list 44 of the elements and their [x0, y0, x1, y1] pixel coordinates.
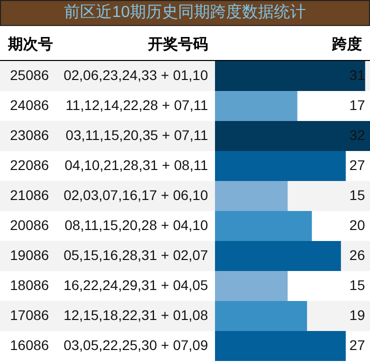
y-tick-label: 21086 — [10, 187, 50, 203]
data-label: 15 — [349, 277, 366, 293]
y-axis-title: 期次号 — [8, 35, 53, 54]
text: 16,22,24,29,31 + 04,05 — [64, 277, 208, 293]
data-label: 27 — [349, 337, 366, 353]
text: 03,05,22,25,30 + 07,09 — [64, 337, 208, 353]
y-tick-label: 17086 — [10, 307, 50, 323]
data-label: 26 — [349, 247, 366, 263]
text: 开奖号码 — [148, 35, 208, 54]
y-tick-label: 19086 — [10, 247, 50, 263]
data-label: 27 — [349, 157, 366, 173]
y-tick-label: 18086 — [10, 277, 50, 293]
text: 04,10,21,28,31 + 08,11 — [64, 157, 208, 173]
data-label: 31 — [349, 67, 366, 83]
bar — [215, 61, 366, 91]
bar — [215, 91, 298, 121]
data-label: 15 — [349, 187, 366, 203]
data-label: 19 — [349, 307, 366, 323]
text: 12,15,18,22,31 + 01,08 — [64, 307, 208, 323]
y-tick-label: 25086 — [10, 67, 50, 83]
data-label: 20 — [349, 217, 366, 233]
text: 02,06,23,24,33 + 01,10 — [64, 67, 208, 83]
bar — [215, 151, 346, 181]
text: 05,15,16,28,31 + 02,07 — [64, 247, 208, 263]
text: 02,03,07,16,17 + 06,10 — [64, 187, 208, 203]
data-label: 32 — [349, 127, 366, 143]
y-tick-label: 20086 — [10, 217, 50, 233]
bar — [215, 301, 308, 331]
bar — [215, 241, 341, 271]
x-axis-title: 跨度 — [332, 35, 362, 54]
bar — [215, 271, 288, 301]
chart-title: 前区近10期历史同期跨度数据统计 — [0, 0, 370, 26]
text: 11,12,14,22,28 + 07,11 — [66, 97, 208, 113]
bar — [215, 121, 370, 151]
data-label: 17 — [349, 97, 366, 113]
bar — [215, 211, 312, 241]
text: 03,11,15,20,35 + 07,11 — [66, 127, 208, 143]
y-tick-label: 23086 — [10, 127, 50, 143]
text: 08,11,15,20,28 + 04,10 — [64, 217, 208, 233]
y-tick-label: 24086 — [10, 97, 50, 113]
bar — [215, 181, 288, 211]
y-tick-label: 16086 — [10, 337, 50, 353]
y-tick-label: 22086 — [10, 157, 50, 173]
bar — [215, 331, 346, 361]
